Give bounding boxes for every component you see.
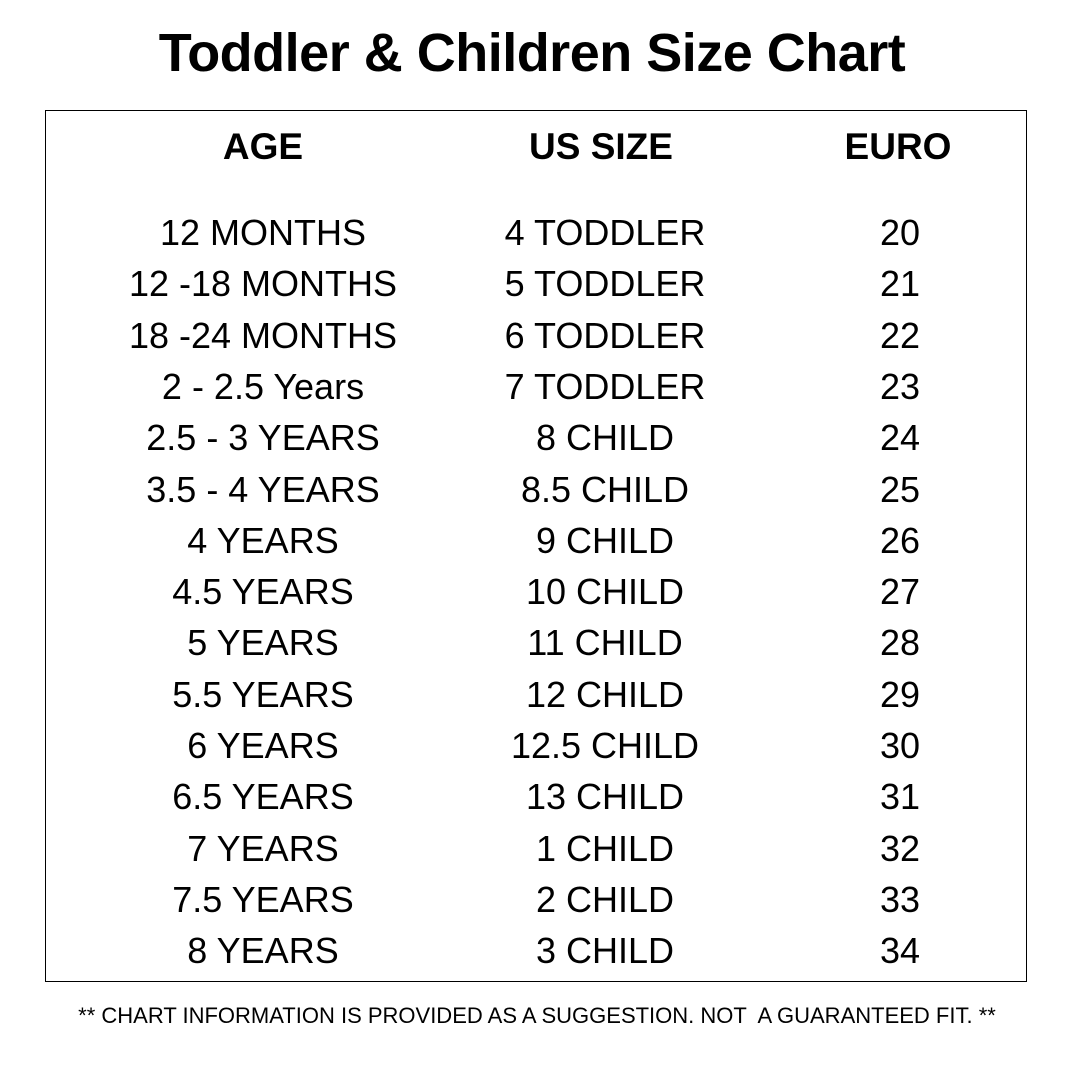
us-size-cell: 3 CHILD [535,930,675,972]
euro-cell: 27 [879,571,921,613]
us-size-cell: 7 TODDLER [504,365,706,407]
us-size-cell: 12 CHILD [525,673,685,715]
age-cell: 5.5 YEARS [172,673,354,715]
disclaimer: ** CHART INFORMATION IS PROVIDED AS A SU… [78,1003,996,1028]
euro-cell: 31 [879,776,921,818]
age-cell: 6 YEARS [187,725,339,766]
us-size-cell: 11 CHILD [527,622,683,664]
us-size-cell: 12.5 CHILD [510,725,700,766]
euro-cell: 34 [879,930,921,972]
column-header-age: AGE [222,126,304,167]
age-cell: 12 -18 MONTHS [128,263,398,305]
age-cell: 3.5 - 4 YEARS [146,468,380,510]
us-size-cell: 2 CHILD [535,878,675,920]
euro-cell: 22 [879,314,921,356]
us-size-cell: 5 TODDLER [504,263,706,305]
age-cell: 8 YEARS [187,930,339,972]
euro-cell: 29 [879,673,921,715]
age-cell: 18 -24 MONTHS [128,314,398,356]
page-title: Toddler & Children Size Chart [158,23,906,83]
euro-cell: 28 [879,622,921,664]
euro-cell: 23 [879,365,921,407]
euro-cell: 33 [879,878,921,920]
age-cell: 7 YEARS [187,827,339,869]
age-cell: 4.5 YEARS [172,571,354,613]
age-cell: 2 - 2.5 Years [161,365,365,407]
euro-cell: 26 [879,519,921,561]
euro-cell: 24 [879,417,921,459]
column-header-euro: EURO [844,126,952,167]
euro-cell: 30 [879,725,921,766]
us-size-cell: 13 CHILD [525,776,685,818]
us-size-cell: 1 CHILD [535,827,675,869]
us-size-cell: 9 CHILD [535,519,675,561]
us-size-cell: 8 CHILD [535,417,675,459]
age-cell: 6.5 YEARS [172,776,354,818]
age-cell: 4 YEARS [187,519,339,561]
us-size-cell: 6 TODDLER [504,314,706,356]
euro-cell: 25 [879,468,921,510]
us-size-cell: 8.5 CHILD [520,468,690,510]
age-cell: 2.5 - 3 YEARS [146,417,380,459]
age-cell: 5 YEARS [187,622,339,664]
size-table-frame [45,110,1027,982]
euro-cell: 20 [879,212,921,253]
us-size-cell: 4 TODDLER [504,212,706,253]
column-header-us-size: US SIZE [529,126,673,167]
us-size-cell: 10 CHILD [525,571,685,613]
euro-cell: 32 [879,827,921,869]
age-cell: 7.5 YEARS [172,878,354,920]
euro-cell: 21 [879,263,921,305]
age-cell: 12 MONTHS [159,212,367,253]
